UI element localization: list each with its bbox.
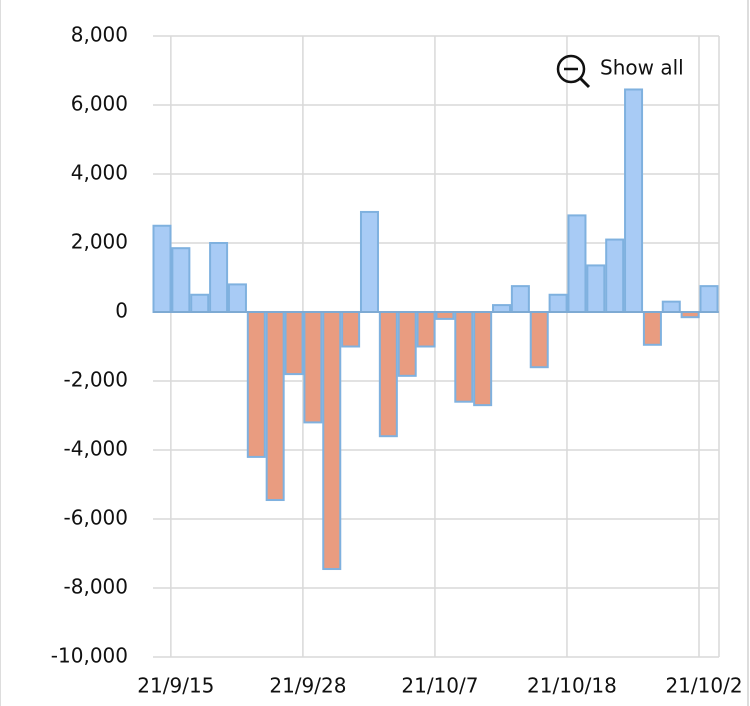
y-tick-label: -8,000 (64, 575, 128, 599)
bar (510, 285, 530, 313)
bar (661, 300, 681, 313)
bar (284, 311, 304, 376)
bar (605, 238, 625, 313)
bar (359, 210, 379, 313)
bar (567, 214, 587, 313)
bar (473, 311, 493, 407)
bar (416, 311, 436, 348)
bar (341, 311, 361, 348)
bar (642, 311, 662, 346)
bar (152, 224, 172, 313)
button-label[interactable]: Show all (600, 56, 684, 80)
x-tick-label: 21/10/18 (527, 674, 617, 698)
y-tick-label: -4,000 (64, 437, 128, 461)
show-all-button[interactable]: Show all (556, 54, 684, 89)
bar (265, 311, 285, 502)
bar (209, 242, 229, 313)
x-tick-label: 21/10/7 (401, 674, 478, 698)
y-tick-label: -2,000 (64, 368, 128, 392)
y-tick-label: 6,000 (71, 92, 128, 116)
y-tick-label: 0 (115, 299, 128, 323)
bar (548, 293, 568, 313)
zoom-out-icon (556, 54, 586, 84)
bar (378, 311, 398, 438)
x-tick-label: 21/10/2 (665, 674, 742, 698)
bar (246, 311, 266, 458)
bar (699, 285, 719, 313)
y-tick-label: 2,000 (71, 230, 128, 254)
bar (624, 88, 644, 313)
bar (680, 311, 700, 319)
bar (435, 311, 455, 320)
bar (586, 264, 606, 313)
bar (397, 311, 417, 377)
y-tick-label: -10,000 (51, 644, 128, 668)
bar (322, 311, 342, 571)
bar (303, 311, 323, 424)
zoom-out-icon (578, 76, 591, 89)
y-tick-label: 8,000 (71, 23, 128, 47)
y-tick-label: -6,000 (64, 506, 128, 530)
y-tick-label: 4,000 (71, 161, 128, 185)
x-tick-label: 21/9/15 (137, 674, 214, 698)
bar (227, 283, 247, 313)
bar (529, 311, 549, 369)
bar (171, 247, 191, 314)
bar (454, 311, 474, 403)
x-tick-label: 21/9/28 (269, 674, 346, 698)
bar (492, 304, 512, 314)
bar (190, 293, 210, 313)
